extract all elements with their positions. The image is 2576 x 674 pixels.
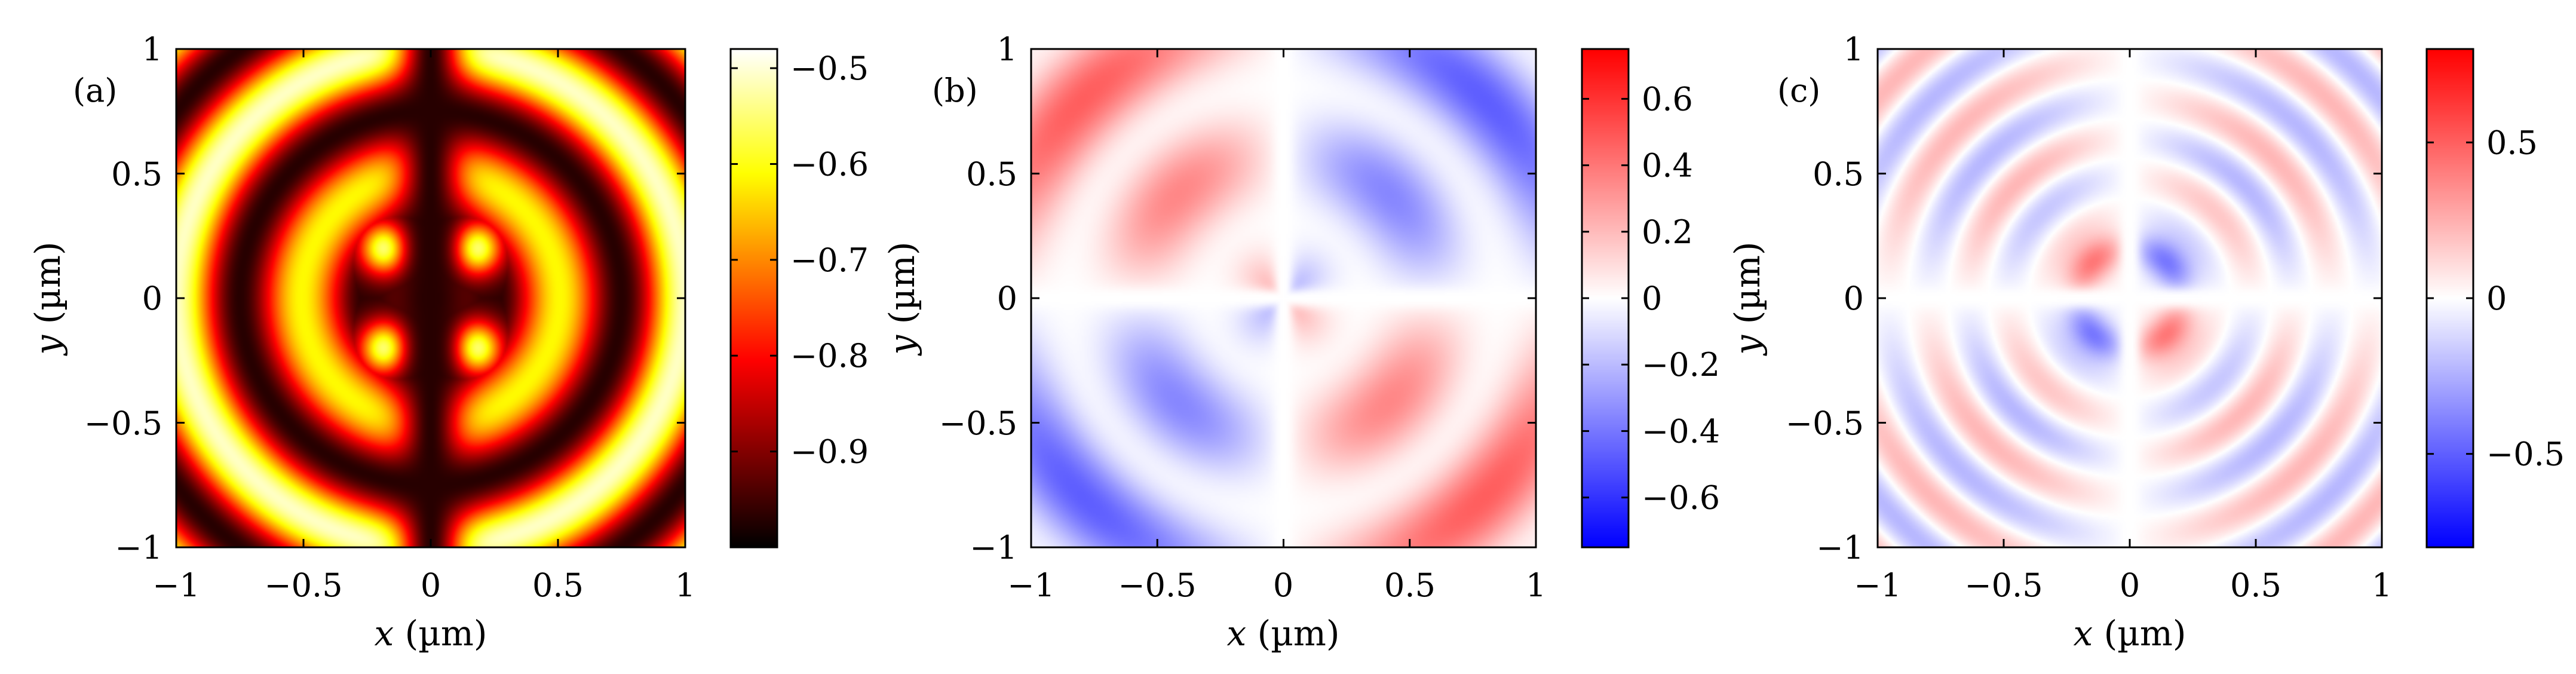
x-tick-label: −0.5: [1118, 566, 1196, 604]
x-tick-label: 1: [675, 566, 695, 604]
x-tick-label: 0: [1273, 566, 1293, 604]
panel-a-x-axis-label: x (µm): [374, 613, 487, 654]
colorbar-tick-label: 0.4: [1642, 147, 1693, 185]
panel-a-colorbar-frame: [729, 48, 778, 549]
x-tick-label: 1: [2372, 566, 2392, 604]
y-axis-unit: (µm): [1727, 241, 1768, 335]
colorbar-tick-label: −0.7: [790, 241, 869, 279]
panel-c: (c) −1 −0.5 0 0.5 1 1 0.5 0 −0.5 −1 x (µ…: [1727, 30, 2565, 654]
x-tick-label: −0.5: [1964, 566, 2043, 604]
x-tick-label: −1: [1007, 566, 1055, 604]
panel-a-label: (a): [73, 72, 117, 109]
y-axis-var: y: [27, 335, 68, 357]
y-axis-var: y: [1727, 335, 1768, 357]
x-tick-label: −1: [152, 566, 200, 604]
y-axis-var: y: [882, 335, 922, 357]
colorbar-tick-label: −0.4: [1642, 412, 1720, 450]
panel-b-heatmap-wrap: [1031, 49, 1536, 547]
panel-a-heatmap: [176, 49, 685, 547]
y-tick-label: −1: [1816, 529, 1864, 566]
panel-a-y-axis-label: y (µm): [27, 241, 68, 356]
panel-c-heatmap: [1878, 49, 2382, 547]
panel-a-colorbar-wrap: [731, 49, 777, 547]
x-tick-label: 0: [421, 566, 441, 604]
colorbar-tick-label: 0.5: [2486, 124, 2538, 161]
panel-a-colorbar: [731, 49, 777, 547]
panel-a-ticks: [175, 48, 686, 549]
colorbar-tick-label: −0.9: [790, 433, 869, 471]
x-axis-unit: (µm): [2093, 613, 2186, 654]
y-tick-label: 0.5: [1813, 155, 1864, 193]
panel-a-x-tick-labels: −1 −0.5 0 0.5 1: [152, 566, 695, 604]
x-tick-label: 1: [1526, 566, 1546, 604]
colorbar-tick-label: −0.8: [790, 337, 869, 375]
panel-c-label: (c): [1777, 72, 1820, 109]
y-tick-label: 0.5: [966, 155, 1017, 193]
x-tick-label: 0.5: [532, 566, 584, 604]
panel-c-heatmap-wrap: [1878, 49, 2382, 547]
panel-b-label: (b): [932, 72, 978, 109]
panel-b-colorbar: [1582, 49, 1629, 547]
panel-a-heatmap-wrap: [176, 49, 685, 547]
panel-c-x-tick-labels: −1 −0.5 0 0.5 1: [1854, 566, 2392, 604]
y-tick-label: 0: [1844, 280, 1864, 317]
x-axis-unit: (µm): [1246, 613, 1339, 654]
y-tick-label: 0: [142, 280, 162, 317]
panel-c-y-tick-labels: 1 0.5 0 −0.5 −1: [1786, 30, 1864, 566]
y-axis-unit: (µm): [882, 241, 922, 335]
panel-b-colorbar-wrap: [1582, 49, 1629, 547]
colorbar-tick-label: 0.2: [1642, 213, 1693, 251]
colorbar-tick-label: −0.5: [790, 50, 869, 87]
x-tick-label: 0: [2120, 566, 2140, 604]
y-tick-label: 1: [1844, 30, 1864, 68]
colorbar-tick-label: −0.2: [1642, 346, 1720, 384]
panel-c-colorbar-wrap: [2427, 49, 2473, 547]
colorbar-tick-label: 0.6: [1642, 80, 1693, 118]
colorbar-tick-label: 0: [2486, 280, 2507, 317]
y-tick-label: −0.5: [84, 405, 162, 442]
y-tick-label: 1: [997, 30, 1017, 68]
panel-b-x-axis-label: x (µm): [1226, 613, 1339, 654]
panel-b-y-tick-labels: 1 0.5 0 −0.5 −1: [939, 30, 1017, 566]
panel-a-y-tick-labels: 1 0.5 0 −0.5 −1: [84, 30, 162, 566]
y-tick-label: −0.5: [939, 405, 1017, 442]
x-tick-label: −1: [1854, 566, 1902, 604]
panel-c-x-axis-label: x (µm): [2073, 613, 2186, 654]
x-axis-var: x: [374, 613, 394, 654]
colorbar-tick-label: 0: [1642, 280, 1662, 317]
colorbar-tick-label: −0.5: [2486, 436, 2565, 473]
panel-b-heatmap: [1031, 49, 1536, 547]
colorbar-tick-label: −0.6: [1642, 479, 1720, 517]
panel-b-y-axis-label: y (µm): [882, 241, 922, 356]
panel-c-colorbar: [2427, 49, 2473, 547]
y-tick-label: 0.5: [111, 155, 162, 193]
y-tick-label: 1: [142, 30, 162, 68]
x-tick-label: 0.5: [1384, 566, 1436, 604]
x-tick-label: 0.5: [2230, 566, 2281, 604]
x-axis-unit: (µm): [394, 613, 487, 654]
panel-a-colorbar-ticks: −0.5 −0.6 −0.7 −0.8 −0.9: [731, 50, 869, 471]
x-tick-label: −0.5: [264, 566, 342, 604]
y-tick-label: −0.5: [1786, 405, 1864, 442]
panel-b-colorbar-ticks: 0.6 0.4 0.2 0 −0.2 −0.4 −0.6: [1582, 80, 1720, 517]
panel-b-ticks: [1030, 48, 1537, 549]
panel-c-y-axis-label: y (µm): [1727, 241, 1768, 356]
y-tick-label: −1: [115, 529, 162, 566]
panel-b: (b) −1 −0.5 0 0.5 1 1 0.5 0 −0.5 −1 x (µ…: [882, 30, 1720, 654]
y-axis-unit: (µm): [27, 241, 68, 335]
panel-c-ticks: [1876, 48, 2383, 549]
panel-c-colorbar-ticks: 0.5 0 −0.5: [2427, 124, 2565, 473]
x-axis-var: x: [2073, 613, 2093, 654]
y-tick-label: −1: [970, 529, 1017, 566]
colorbar-tick-label: −0.6: [790, 145, 869, 183]
y-tick-label: 0: [997, 280, 1017, 317]
panel-b-x-tick-labels: −1 −0.5 0 0.5 1: [1007, 566, 1546, 604]
x-axis-var: x: [1226, 613, 1246, 654]
panel-a: (a) −1 −0.5 0 0.5 1 1 0.5 0 −0.5 −1 x (µ…: [27, 30, 869, 654]
